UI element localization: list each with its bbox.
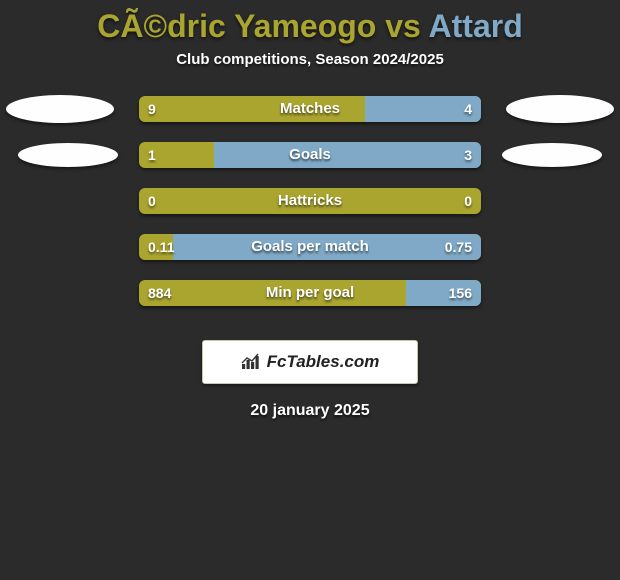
comparison-row: 0.110.75Goals per match xyxy=(0,234,620,280)
bar-chart-icon xyxy=(241,353,263,371)
player-badge-left xyxy=(6,95,114,123)
logo-card: FcTables.com xyxy=(202,340,418,384)
bar-label: Hattricks xyxy=(139,188,481,214)
player-badge-right xyxy=(502,143,602,167)
player-badge-right xyxy=(506,95,614,123)
bar-value-left: 0.11 xyxy=(148,234,174,260)
player-badge-left xyxy=(18,143,118,167)
bar-value-left: 1 xyxy=(148,142,156,168)
comparison-row: 13Goals xyxy=(0,142,620,188)
bar-value-left: 9 xyxy=(148,96,156,122)
date-line: 20 january 2025 xyxy=(0,402,620,420)
title-player-right: Attard xyxy=(429,8,523,44)
subtitle: Club competitions, Season 2024/2025 xyxy=(0,51,620,96)
bar-fill-right xyxy=(214,142,481,168)
bar-fill-right xyxy=(173,234,481,260)
title-vs: vs xyxy=(376,8,428,44)
title-player-left: CÃ©dric Yameogo xyxy=(97,8,376,44)
bar-fill-right xyxy=(365,96,481,122)
comparison-row: 884156Min per goal xyxy=(0,280,620,326)
logo-text: FcTables.com xyxy=(267,352,380,372)
bar-track: 13Goals xyxy=(139,142,481,168)
bar-track: 94Matches xyxy=(139,96,481,122)
bar-fill-right xyxy=(406,280,481,306)
page-title: CÃ©dric Yameogo vs Attard xyxy=(0,0,620,51)
bar-value-left: 884 xyxy=(148,280,171,306)
comparison-row: 94Matches xyxy=(0,96,620,142)
comparison-row: 0 0Hattricks xyxy=(0,188,620,234)
bar-track: 884156Min per goal xyxy=(139,280,481,306)
bar-value-right: 0 xyxy=(464,188,472,214)
bar-track: 0.110.75Goals per match xyxy=(139,234,481,260)
bar-track: 0 0Hattricks xyxy=(139,188,481,214)
bar-value-left: 0 xyxy=(148,188,156,214)
comparison-bars: 94Matches 13Goals 0 0Hattricks 0.110.75Goals… xyxy=(0,96,620,326)
